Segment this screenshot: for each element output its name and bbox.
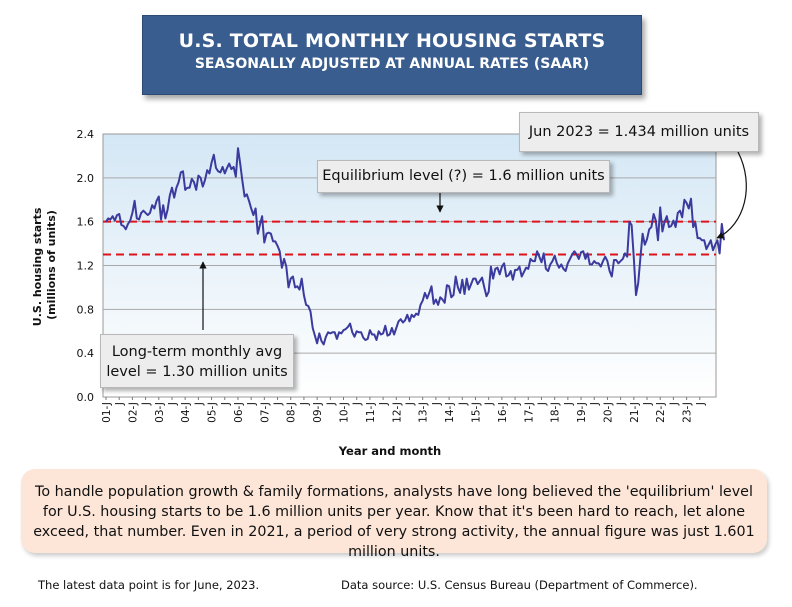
- x-tick-label: J: [246, 402, 258, 406]
- x-tick-label: 01-J: [101, 402, 113, 423]
- x-tick-label: J: [695, 402, 707, 406]
- x-tick-label: 22-J: [655, 402, 667, 423]
- y-tick-label: 0.4: [77, 347, 95, 360]
- x-tick-label: J: [141, 402, 153, 406]
- x-tick-label: 20-J: [602, 402, 614, 423]
- x-tick-label: J: [536, 402, 548, 406]
- x-tick-label: J: [405, 402, 417, 406]
- y-tick-label: 0.8: [77, 303, 95, 316]
- x-axis-label: Year and month: [338, 444, 441, 458]
- footer-latest-data: The latest data point is for June, 2023.: [38, 578, 260, 592]
- x-tick-label: J: [114, 402, 126, 406]
- x-tick-label: J: [563, 402, 575, 406]
- x-tick-label: J: [220, 402, 232, 406]
- x-tick-label: 08-J: [286, 402, 298, 423]
- x-axis-ticks: 01-J J 02-J J 03-J J 04-J J 05-J J 06-J J 07-J J 08-J J…: [101, 397, 707, 423]
- x-tick-label: 17-J: [523, 402, 535, 423]
- x-tick-label: 12-J: [391, 402, 403, 423]
- y-tick-label: 1.2: [77, 260, 95, 273]
- x-tick-label: 13-J: [418, 402, 430, 423]
- x-tick-label: J: [325, 402, 337, 406]
- chart-title: U.S. TOTAL MONTHLY HOUSING STARTS: [178, 30, 606, 52]
- x-tick-label: J: [510, 402, 522, 406]
- x-tick-label: J: [378, 402, 390, 406]
- x-tick-label: 02-J: [127, 402, 139, 423]
- explanatory-note: To handle population growth & family for…: [21, 469, 767, 560]
- equilibrium-text: Equilibrium level (?) = 1.6 million unit…: [322, 168, 605, 184]
- footer-data-source: Data source: U.S. Census Bureau (Departm…: [341, 578, 698, 592]
- x-tick-label: J: [484, 402, 496, 406]
- x-tick-label: 14-J: [444, 402, 456, 423]
- x-tick-label: 10-J: [339, 402, 351, 423]
- x-tick-label: 21-J: [629, 402, 641, 423]
- reference-lines: [103, 220, 716, 256]
- x-tick-label: 19-J: [576, 402, 588, 423]
- longterm-avg-callout: Long-term monthly avg level = 1.30 milli…: [100, 334, 294, 388]
- x-tick-label: J: [589, 402, 601, 406]
- y-tick-label: 2.4: [77, 128, 95, 141]
- x-tick-label: 09-J: [312, 402, 324, 423]
- x-tick-label: J: [352, 402, 364, 406]
- x-tick-label: J: [457, 402, 469, 406]
- y-tick-label: 1.6: [77, 216, 95, 229]
- longterm-avg-text-line2: level = 1.30 million units: [106, 364, 288, 380]
- x-tick-label: J: [668, 402, 680, 406]
- latest-callout-arrow: [716, 151, 747, 239]
- x-tick-label: J: [167, 402, 179, 406]
- y-tick-label: 0.0: [77, 391, 95, 404]
- y-axis-label: U.S. housing starts (millions of units): [31, 204, 58, 326]
- longterm-avg-text-line1: Long-term monthly avg: [111, 344, 283, 360]
- x-tick-label: 11-J: [365, 402, 377, 423]
- x-tick-label: J: [642, 402, 654, 406]
- x-tick-label: 18-J: [550, 402, 562, 423]
- x-tick-label: 15-J: [470, 402, 482, 423]
- y-tick-label: 2.0: [77, 172, 95, 185]
- chart-title-banner: U.S. TOTAL MONTHLY HOUSING STARTS SEASON…: [142, 15, 642, 95]
- latest-value-text: Jun 2023 = 1.434 million units: [528, 124, 750, 140]
- x-tick-label: 04-J: [180, 402, 192, 423]
- x-tick-label: J: [299, 402, 311, 406]
- y-axis-ticks: 0.0 0.4 0.8 1.2 1.6 2.0 2.4: [77, 128, 95, 404]
- x-tick-label: J: [431, 402, 443, 406]
- x-tick-label: J: [616, 402, 628, 406]
- housing-starts-series-line: [105, 147, 725, 346]
- latest-value-callout: Jun 2023 = 1.434 million units: [519, 112, 759, 152]
- x-tick-label: 05-J: [207, 402, 219, 423]
- explanatory-note-text: To handle population growth & family for…: [33, 484, 755, 560]
- chart-subtitle: SEASONALLY ADJUSTED AT ANNUAL RATES (SAA…: [194, 56, 590, 72]
- x-tick-label: 06-J: [233, 402, 245, 423]
- x-tick-label: 03-J: [154, 402, 166, 423]
- x-tick-label: 07-J: [259, 402, 271, 423]
- x-tick-label: 16-J: [497, 402, 509, 423]
- x-tick-label: J: [193, 402, 205, 406]
- x-tick-label: J: [273, 402, 285, 406]
- equilibrium-callout: Equilibrium level (?) = 1.6 million unit…: [317, 160, 610, 193]
- x-tick-label: 23-J: [682, 402, 694, 423]
